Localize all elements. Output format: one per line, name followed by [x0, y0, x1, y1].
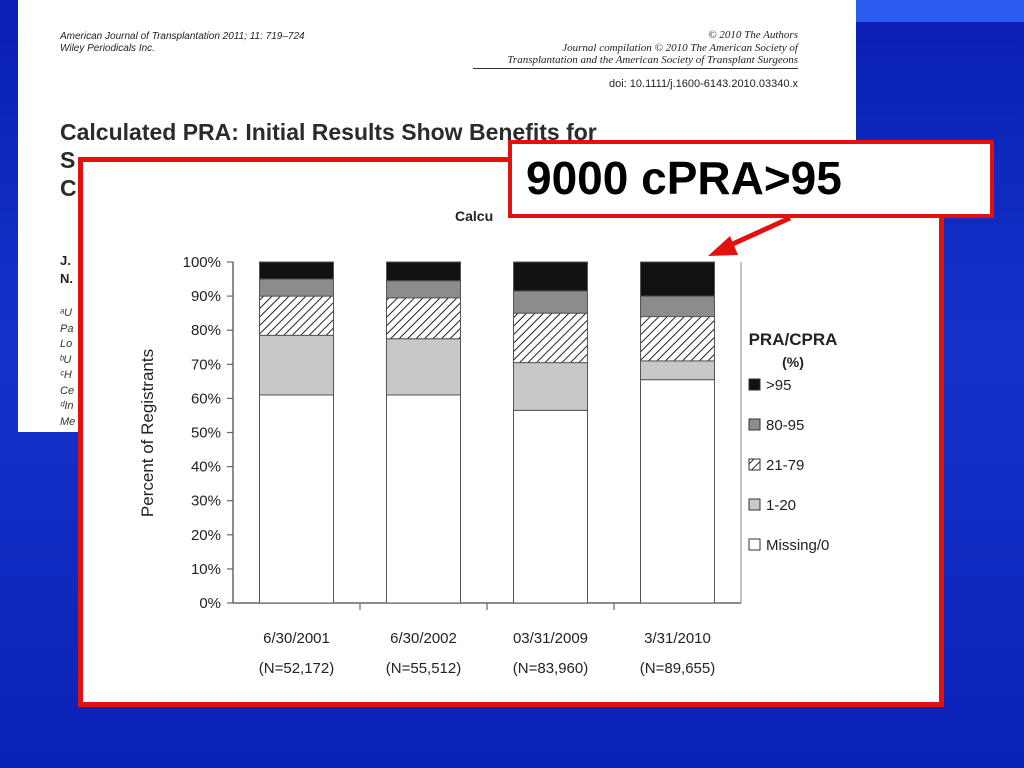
- bar-segment: [386, 297, 461, 340]
- affil-line: Me: [60, 415, 76, 428]
- bar-segment: [513, 312, 588, 364]
- top-accent-band: [856, 0, 1024, 22]
- bar-segment: [513, 290, 588, 314]
- journal-citation: American Journal of Transplantation 2011…: [60, 31, 305, 55]
- legend-item-label: 80-95: [766, 417, 804, 434]
- bar-segment: [386, 338, 461, 396]
- y-tick-label: 0%: [199, 595, 221, 612]
- bar-segment: [640, 261, 715, 297]
- x-tick-label: 3/31/2010: [644, 630, 711, 647]
- affil-line: Ce: [60, 384, 75, 397]
- affil-line: ᵃU: [60, 307, 72, 319]
- title-line: S: [60, 147, 76, 173]
- legend-item-label: >95: [766, 377, 791, 394]
- bar-segment: [640, 360, 715, 381]
- stacked-bar-chart: 0% 10% 20% 30% 40% 50% 60% 70% 80% 90% 100% Percent…: [138, 254, 838, 677]
- bar-segment: [259, 261, 334, 280]
- authors: J. N.: [60, 252, 73, 288]
- doi-text: doi: 10.1111/j.1600-6143.2010.03340.x: [609, 78, 798, 90]
- figure-panel: Calcu 0% 10% 20% 30% 40% 50% 60% 70% 80% 90% 100% P…: [78, 157, 944, 707]
- bar-segment: [386, 261, 461, 282]
- bar-segment: [259, 295, 334, 336]
- y-tick-label: 100%: [183, 254, 221, 271]
- author-line: J.: [60, 253, 71, 268]
- bar-segment: [513, 362, 588, 411]
- x-tick-sublabel: (N=52,172): [259, 660, 334, 677]
- x-tick-label: 03/31/2009: [513, 630, 588, 647]
- publisher-line: Wiley Periodicals Inc.: [60, 43, 155, 54]
- callout-box: 9000 cPRA>95: [508, 140, 994, 218]
- legend-swatch: [748, 418, 761, 431]
- paper-title: Calculated PRA: Initial Results Show Ben…: [60, 118, 820, 202]
- y-tick-label: 30%: [191, 493, 221, 510]
- affil-line: ᵈIn: [60, 400, 74, 412]
- y-tick-label: 70%: [191, 356, 221, 373]
- affil-line: Pa: [60, 322, 74, 335]
- figure-title-fragment: Calcu: [455, 208, 494, 224]
- y-tick-label: 40%: [191, 459, 221, 476]
- legend-subtitle: (%): [782, 354, 804, 370]
- x-tick-label: 6/30/2001: [263, 630, 330, 647]
- copyright-notice: © 2010 The Authors Journal compilation ©…: [507, 29, 798, 67]
- y-tick-label: 50%: [191, 425, 221, 442]
- legend-item-label: 21-79: [766, 457, 804, 474]
- affil-line: Lo: [60, 338, 73, 350]
- legend-item-label: Missing/0: [766, 537, 829, 554]
- affil-line: ᵇU: [60, 353, 72, 366]
- legend-title: PRA/CPRA: [749, 330, 838, 349]
- x-tick-sublabel: (N=55,512): [386, 660, 461, 677]
- bar-segment: [640, 295, 715, 318]
- legend-item-label: 1-20: [766, 497, 796, 514]
- copyright-line: Journal compilation © 2010 The American …: [562, 41, 798, 54]
- legend-swatch: [748, 378, 761, 391]
- legend-swatch: [748, 538, 761, 551]
- x-tick-sublabel: (N=83,960): [513, 660, 588, 677]
- y-tick-label: 90%: [191, 288, 221, 305]
- title-line: Calculated PRA: Initial Results Show Ben…: [60, 119, 597, 145]
- x-tick-label: 6/30/2002: [390, 630, 457, 647]
- bar-segment: [386, 394, 461, 604]
- y-tick-label: 10%: [191, 561, 221, 578]
- legend-swatch: [748, 498, 761, 511]
- copyright-line: © 2010 The Authors: [708, 29, 798, 41]
- bar-segment: [513, 261, 588, 292]
- author-line: N.: [60, 271, 73, 286]
- bar-segment: [386, 280, 461, 299]
- y-axis-label: Percent of Registrants: [138, 349, 157, 517]
- bar-segment: [259, 334, 334, 396]
- y-tick-label: 20%: [191, 527, 221, 544]
- y-tick-label: 80%: [191, 322, 221, 339]
- bar-segment: [640, 379, 715, 604]
- bar-segment: [259, 278, 334, 297]
- title-line: C: [60, 175, 77, 201]
- bar-segment: [259, 394, 334, 604]
- copyright-line: Transplantation and the American Society…: [507, 54, 798, 66]
- bar-segment: [513, 409, 588, 604]
- x-tick-sublabel: (N=89,655): [640, 660, 715, 677]
- y-tick-label: 60%: [191, 390, 221, 407]
- header-rule: [473, 68, 798, 69]
- affiliations: ᵃU Pa Lo ᵇU ᶜH Ce ᵈIn Me: [60, 306, 75, 430]
- legend-swatch: [748, 458, 761, 471]
- bar-segment: [640, 316, 715, 362]
- affil-line: ᶜH: [60, 369, 72, 381]
- journal-line: American Journal of Transplantation 2011…: [60, 31, 305, 42]
